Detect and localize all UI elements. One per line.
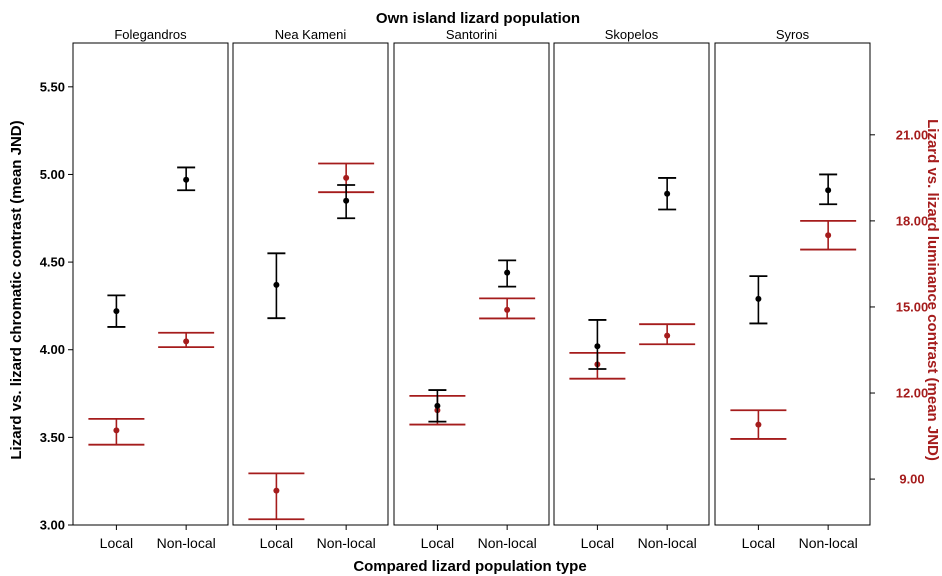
chromatic-point — [113, 308, 120, 315]
x-tick-label: Non-local — [157, 535, 216, 551]
panel-frame — [714, 42, 871, 526]
panel-frame — [393, 42, 550, 526]
y-axis-label-left: Lizard vs. lizard chromatic contrast (me… — [8, 120, 25, 459]
luminance-point — [273, 487, 280, 494]
y-tick-label-right: 21.00 — [896, 127, 929, 142]
panel-title: Nea Kameni — [275, 27, 347, 42]
luminance-point — [755, 421, 762, 428]
plot-area: 3.00 3.50 4.00 4.50 5.00 5.50 9.00 12.00 15.00 18… — [40, 27, 929, 551]
y-tick-label-right: 9.00 — [899, 472, 924, 487]
luminance-point — [664, 332, 671, 339]
panel-frame — [232, 42, 389, 526]
x-tick-label: Local — [100, 535, 133, 551]
y-tick-label-left: 3.50 — [40, 430, 65, 445]
panel-title: Folegandros — [114, 27, 187, 42]
chromatic-point — [664, 190, 671, 197]
y-tick-label-left: 4.00 — [40, 342, 65, 357]
panel-frame — [553, 42, 710, 526]
x-tick-label: Non-local — [799, 535, 858, 551]
x-axis-label: Compared lizard population type — [353, 558, 586, 575]
y-tick-label-right: 15.00 — [896, 299, 929, 314]
chromatic-point — [434, 402, 441, 409]
luminance-point — [504, 306, 511, 313]
chromatic-point — [273, 281, 280, 288]
y-tick-label-left: 5.50 — [40, 79, 65, 94]
x-tick-label: Local — [421, 535, 454, 551]
chromatic-point — [755, 295, 762, 302]
chromatic-point — [343, 197, 350, 204]
y-tick-label-left: 3.00 — [40, 518, 65, 533]
chromatic-point — [504, 269, 511, 276]
x-tick-label: Non-local — [638, 535, 697, 551]
luminance-point — [343, 174, 350, 181]
y-tick-label-right: 12.00 — [896, 386, 929, 401]
panel-title: Syros — [776, 27, 810, 42]
y-tick-label-right: 18.00 — [896, 213, 929, 228]
panel-title: Santorini — [446, 27, 497, 42]
luminance-point — [113, 427, 120, 434]
x-tick-label: Non-local — [317, 535, 376, 551]
x-tick-label: Non-local — [478, 535, 537, 551]
y-tick-label-left: 5.00 — [40, 167, 65, 182]
chart-title: Own island lizard population — [376, 10, 580, 27]
luminance-point — [825, 232, 832, 239]
chromatic-point — [594, 343, 601, 350]
chromatic-point — [825, 187, 832, 194]
panel-frame — [72, 42, 229, 526]
panel-title: Skopelos — [605, 27, 659, 42]
x-tick-label: Local — [742, 535, 775, 551]
y-axis-label-right: Lizard vs. lizard luminance contrast (me… — [924, 119, 941, 461]
chromatic-point — [183, 176, 190, 183]
y-tick-label-left: 4.50 — [40, 255, 65, 270]
x-tick-label: Local — [260, 535, 293, 551]
luminance-point — [183, 338, 190, 345]
x-tick-label: Local — [581, 535, 614, 551]
